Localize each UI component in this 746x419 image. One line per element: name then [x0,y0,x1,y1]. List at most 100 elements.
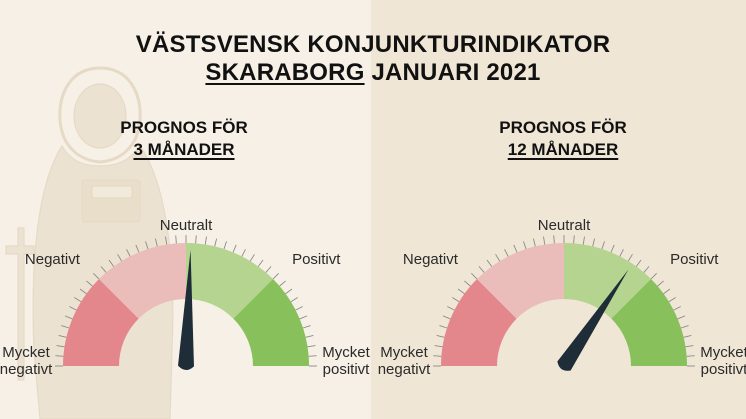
gauge-1-tick [249,254,255,262]
gauge-2-tick [668,297,676,303]
gauge-2-tick [457,288,465,295]
gauge-2-segment-negative [477,243,564,319]
gauge-2-label-3: Positivt [670,251,719,268]
gauge-2-segment-positive [564,243,651,319]
gauge-2-tick [683,334,692,338]
title-region: SKARABORG [205,59,365,86]
gauge-1-heading-line-2: 3 MÅNADER [133,140,235,159]
gauge-1-label-3: Positivt [292,251,341,268]
gauge-2-tick [601,241,605,250]
gauge-1-label-1: Negativt [25,251,81,268]
gauge-2-tick [610,244,615,253]
gauge-1-tick [302,325,311,329]
gauge-1-tick [61,325,70,329]
gauge-2-tick [663,288,671,295]
gauge-2-tick [650,273,657,280]
gauge-2-tick [478,266,485,273]
gauge-2-segment-very-positive [611,279,687,366]
gauge-1-tick [154,238,158,247]
gauge-1-needle [178,250,194,371]
gauge-2-tick [504,249,509,257]
main-title-line-2: SKARABORG JANUARI 2021 [0,59,746,87]
gauge-2-tick [471,273,478,280]
gauge-2-tick [643,266,650,273]
gauge-2-tick [439,325,448,329]
gauge-1-tick [272,273,279,280]
gauge-1-tick [241,249,246,257]
gauge-2-tick [434,345,443,348]
gauge-2-tick [543,236,546,245]
gauge-1-tick [290,297,298,303]
gauge-2-heading: PROGNOS FÖR 12 MÅNADER [443,117,683,161]
gauge-2-heading-line-2: 12 MÅNADER [507,140,619,159]
gauge-1-tick [135,244,140,253]
gauge-1-tick [279,280,286,287]
gauge-1-tick [117,254,123,262]
gauge-1-tick [175,235,177,244]
gauge-2-tick [532,238,536,247]
gauge-1-tick [165,236,168,245]
gauge-1-tick [285,288,293,295]
gauge-1-tick [79,288,87,295]
gauge-1-label-0: Mycket negativt [0,344,53,378]
gauge-1-tick [56,345,65,348]
gauge-1-tick [214,238,218,247]
gauge-2-tick [657,280,664,287]
gauge-1-segment-very-negative [63,279,139,366]
gauge-1-tick [204,236,207,245]
gauge-1-tick [74,297,82,303]
gauge-2-tick [686,355,695,357]
gauge-2-tick [442,315,451,320]
gauge-2-tick [436,334,445,338]
gauge-1-tick [108,259,115,267]
gauge-2-tick [673,306,681,311]
gauge-2-tick [619,249,624,257]
gauge-2-tick [486,259,493,267]
gauge-2-heading-line-1: PROGNOS FÖR [499,118,627,137]
title-period: JANUARI 2021 [371,59,541,86]
gauge-2-tick [495,254,501,262]
gauge-1-tick [232,244,237,253]
gauge-2-tick [513,244,518,253]
gauge-1-heading-line-1: PROGNOS FÖR [120,118,248,137]
gauge-2-tick [523,241,527,250]
gauge-1-tick [195,235,197,244]
gauge-1-tick [223,241,227,250]
gauge-1-tick [64,315,73,320]
gauge-2-tick [553,235,555,244]
gauge-2-segment-very-negative [441,279,517,366]
gauge-1-tick [58,334,67,338]
gauge-1-tick [93,273,100,280]
gauge-1-tick [126,249,131,257]
gauge-2-tick [447,306,455,311]
gauge-1-tick [145,241,149,250]
gauge-2-tick [685,345,694,348]
gauge-1-tick [257,259,264,267]
gauge-1-label-4: Mycket positivt [322,344,370,378]
gauge-2-needle [557,269,629,371]
gauge-2-label-1: Negativt [403,251,459,268]
gauge-1-tick [307,345,316,348]
gauge-2-tick [627,254,633,262]
gauge-1-segment-negative [99,243,186,319]
gauge-2-tick [573,235,575,244]
gauge-2-tick [677,315,686,320]
gauge-1-label-2: Neutralt [160,217,213,234]
gauge-1-segment-very-positive [233,279,309,366]
gauge-2-tick [464,280,471,287]
gauge-2-tick [452,297,460,303]
gauge-1-tick [295,306,303,311]
gauge-1-heading: PROGNOS FÖR 3 MÅNADER [64,117,304,161]
gauge-1-tick [308,355,317,357]
gauge-1-tick [86,280,93,287]
gauge-2-tick [582,236,585,245]
gauge-1-tick [55,355,64,357]
gauge-2-label-2: Neutralt [538,217,591,234]
gauge-1-tick [265,266,272,273]
gauge-1-tick [305,334,314,338]
main-title-line-1: VÄSTSVENSK KONJUNKTURINDIKATOR [135,31,611,58]
gauge-2-label-0: Mycket negativt [378,344,431,378]
gauge-1-tick [69,306,77,311]
gauge-2-tick [592,238,596,247]
